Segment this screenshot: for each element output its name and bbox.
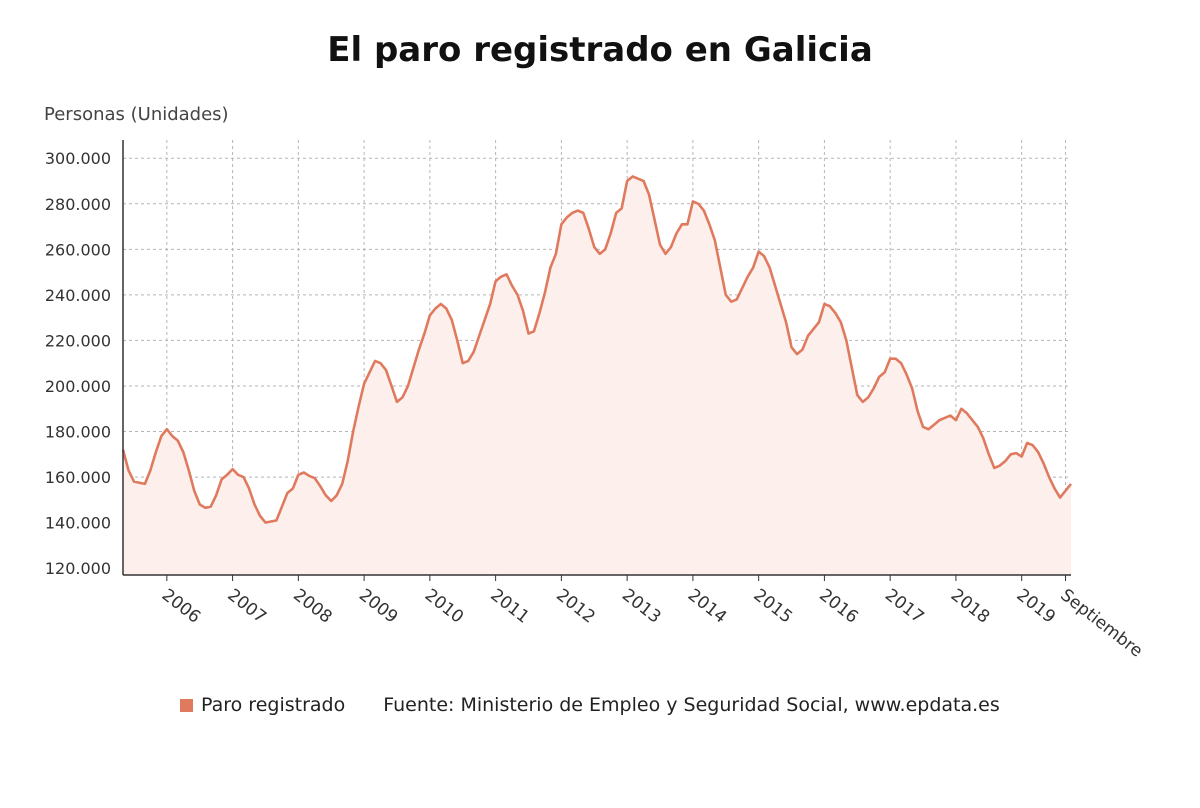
x-tick-label: 2009	[355, 585, 401, 627]
chart-title: El paro registrado en Galicia	[327, 30, 873, 70]
y-tick-label: 260.000	[45, 240, 111, 259]
x-tick-label: 2015	[750, 585, 796, 627]
y-tick-label: 180.000	[45, 423, 111, 442]
x-tick-label: 2011	[487, 585, 533, 627]
x-tick-label: Septiembre	[1056, 585, 1146, 661]
legend: Paro registrado Fuente: Ministerio de Em…	[180, 694, 1000, 716]
source-note: Fuente: Ministerio de Empleo y Seguridad…	[383, 694, 1000, 716]
x-tick-label: 2018	[947, 585, 993, 627]
y-tick-label: 240.000	[45, 286, 111, 305]
y-tick-label: 280.000	[45, 195, 111, 214]
x-tick-label: 2012	[552, 585, 598, 627]
x-tick-label: 2013	[618, 585, 664, 627]
y-tick-label: 160.000	[45, 468, 111, 487]
x-tick-label: 2006	[158, 585, 204, 627]
legend-series-label: Paro registrado	[201, 694, 346, 716]
legend-swatch	[180, 698, 193, 712]
y-tick-label: 220.000	[45, 331, 111, 350]
y-tick-label: 140.000	[45, 514, 111, 533]
x-tick-label: 2017	[881, 585, 927, 627]
y-tick-label: 300.000	[45, 149, 111, 168]
x-tick-label: 2007	[224, 585, 270, 627]
series-line-paro-registrado	[121, 175, 1073, 524]
y-tick-label: 200.000	[45, 377, 111, 396]
y-axis-label: Personas (Unidades)	[44, 104, 229, 125]
series-area	[123, 176, 1071, 575]
y-tick-label: 120.000	[45, 559, 111, 578]
x-tick-label: 2010	[421, 585, 467, 627]
x-tick-label: 2019	[1013, 585, 1059, 627]
x-tick-label: 2014	[684, 585, 730, 627]
x-tick-label: 2008	[289, 585, 335, 627]
x-tick-label: 2016	[815, 585, 861, 627]
